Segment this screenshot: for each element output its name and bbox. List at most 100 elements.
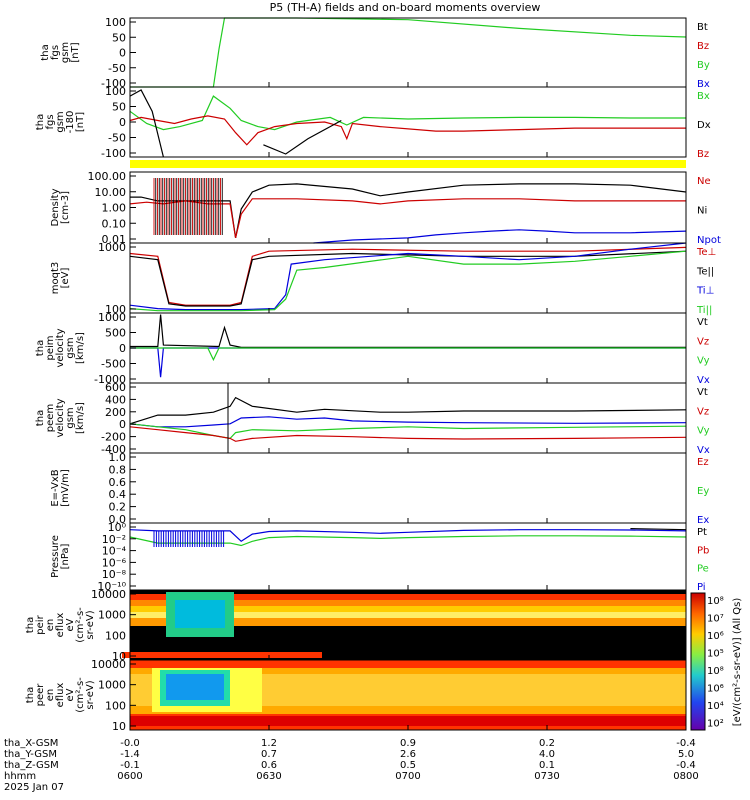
series-line-Vy	[129, 423, 687, 440]
page-title: P5 (TH-A) fields and on-board moments ov…	[269, 1, 541, 14]
y-tick-label: -500	[101, 358, 126, 371]
y-label-line: [mV/m]	[60, 469, 71, 507]
legend-Vz: Vz	[697, 406, 709, 417]
x-row-value: 0.5	[400, 760, 416, 771]
y-label-line: gsm	[60, 42, 71, 63]
legend-Vz: Vz	[697, 336, 709, 347]
y-tick-label: 10⁻⁸	[102, 568, 127, 581]
y-tick-label: 100	[105, 85, 126, 98]
legend-Te||: Te||	[696, 266, 714, 277]
series-line-Vy	[130, 347, 686, 362]
y-tick-label: -50	[108, 132, 126, 145]
x-row-value: -0.0	[120, 738, 140, 749]
y-axis-label: tha fgs gsm [nT]	[40, 42, 81, 63]
y-label-line: gsm	[55, 111, 66, 132]
series-line-Vt	[130, 314, 686, 348]
status-bar	[130, 160, 686, 168]
y-label-line: peer	[35, 683, 46, 707]
panel-peer: 10000 1000 100 10 tha peer en eflux eV (cm²-s-sr-…	[25, 658, 687, 733]
series-line-Bx	[129, 95, 686, 131]
y-tick-label: 0.8	[109, 463, 127, 476]
y-label-line: fgs	[45, 114, 56, 129]
colorbar-label: [eV/(cm²-s-sr-eV)] (All Qs)	[732, 598, 743, 727]
series-line-Vx	[129, 416, 687, 428]
x-row-label: tha_Y-GSM	[4, 749, 57, 760]
y-tick-label: 0.6	[109, 476, 127, 489]
y-tick-label: -100	[101, 147, 126, 160]
y-label-line: (cm²-s-	[75, 677, 86, 713]
legend-By: By	[697, 60, 710, 71]
x-row-value: -0.1	[120, 760, 140, 771]
colorbar-tick: 10⁶	[707, 631, 724, 642]
x-row-value: 0700	[395, 771, 420, 782]
series-line-Ti||	[129, 250, 687, 312]
legend-Ni: Ni	[697, 206, 707, 217]
y-label-line: [cm-3]	[60, 191, 71, 224]
panel-frame	[129, 382, 687, 454]
panel-moms: 1000 100 moqt3 [eV] Te⊥ Te|| Ti⊥ Ti||	[50, 241, 716, 316]
x-row-value: 0.1	[539, 760, 555, 771]
legend-Bt: Bt	[697, 22, 708, 33]
y-tick-label: 10.00	[95, 186, 127, 199]
y-label-line: en	[45, 619, 56, 632]
legend-Bx: Bx	[697, 79, 710, 90]
y-tick-label: 10⁻²	[102, 533, 126, 546]
legend-Vt: Vt	[697, 387, 708, 398]
colorbar-label-text: [eV/(cm²-s-sr-eV)] (All Qs)	[732, 598, 743, 727]
y-tick-label: 10	[112, 720, 126, 733]
y-label-line: Pressure	[50, 535, 61, 578]
date-label: 2025 Jan 07	[4, 782, 64, 793]
colorbar-tick: 10²	[707, 719, 724, 730]
panel-density: 100.00 10.00 1.00 0.10 0.01 Density [cm-3] Ne Ni…	[50, 170, 721, 246]
y-label-line: moqt3	[50, 262, 61, 295]
panel-fgs2: 100 50 0 -50 -100 tha fgs gsm -180 [nT] Bx Dx Bz	[35, 85, 711, 160]
legend-Ex: Ex	[697, 515, 709, 526]
y-label-line: -180	[65, 111, 76, 134]
y-tick-label: 0	[119, 47, 126, 60]
legend-Vx: Vx	[697, 445, 710, 456]
y-tick-label: 0.4	[109, 488, 127, 501]
x-row-value: 0600	[117, 771, 142, 782]
y-tick-label: 0.10	[102, 217, 127, 230]
y-tick-label: 1.0	[109, 451, 127, 464]
colorbar: 10⁸ 10⁷ 10⁶ 10⁵ 10⁸ 10⁶ 10⁴ 10² [eV/(cm²-s-sr-eV…	[690, 592, 743, 731]
y-label-line: fgs	[50, 45, 61, 60]
y-tick-label: 200	[105, 406, 126, 419]
density-spikes	[153, 178, 223, 235]
y-tick-label: 50	[112, 101, 126, 114]
y-axis-label: tha fgs gsm -180 [nT]	[35, 111, 86, 134]
x-row-value: 0.6	[261, 760, 277, 771]
y-tick-label: 100	[105, 16, 126, 29]
y-axis-label: E=-VxB [mV/m]	[50, 469, 71, 507]
colorbar-rect	[690, 592, 706, 731]
colorbar-tick: 10⁷	[707, 614, 724, 625]
x-row-value: 0730	[534, 771, 559, 782]
heatmap-band	[130, 594, 686, 600]
y-tick-label: 0.2	[109, 501, 127, 514]
y-label-line: [nT]	[75, 112, 86, 132]
legend-Te⊥: Te⊥	[696, 247, 716, 258]
legend-Bz: Bz	[697, 149, 709, 160]
heatmap-band	[122, 652, 322, 658]
y-tick-label: 10	[112, 650, 126, 663]
y-label-line: [km/s]	[75, 402, 86, 434]
x-row-label: tha_X-GSM	[4, 738, 58, 749]
pressure-burst	[153, 531, 225, 547]
series-line-By	[130, 17, 687, 88]
x-row-value: 0630	[256, 771, 281, 782]
colorbar-tick: 10⁸	[707, 666, 724, 677]
y-axis-label: Pressure [nPa]	[50, 535, 71, 578]
y-axis-label: tha peem velocity gsm [km/s]	[35, 398, 86, 437]
y-label-line: eflux	[55, 613, 66, 638]
y-axis-label: moqt3 [eV]	[50, 262, 71, 295]
x-row-value: 0.7	[261, 749, 277, 760]
y-tick-label: 10⁻⁴	[102, 545, 127, 558]
y-label-line: [nPa]	[60, 543, 71, 569]
series-line-Dx	[129, 89, 342, 158]
x-row-value: -0.4	[676, 760, 696, 771]
legend-Npot: Npot	[697, 235, 721, 246]
legend-Ti||: Ti||	[696, 305, 712, 316]
heatmap-band	[130, 648, 686, 658]
y-tick-label: 1000	[98, 311, 126, 324]
